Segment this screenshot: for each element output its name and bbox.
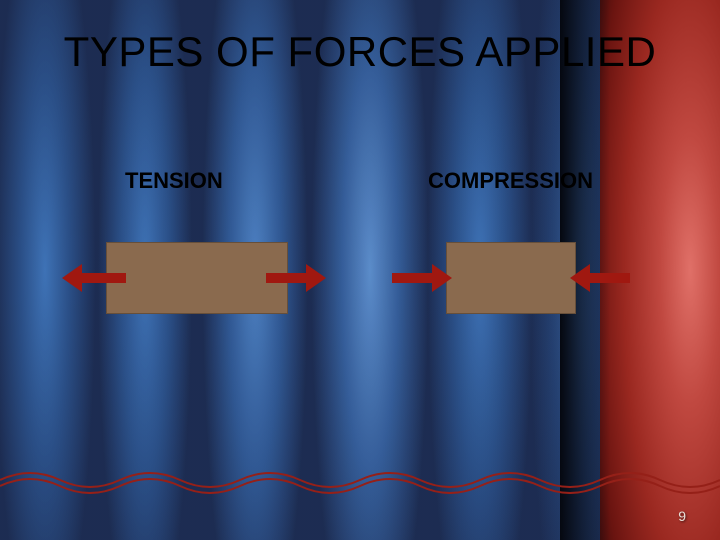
compression-label: COMPRESSION: [428, 168, 593, 194]
slide-title: TYPES OF FORCES APPLIED: [0, 28, 720, 76]
wave-decoration: [0, 466, 720, 494]
tension-label: TENSION: [125, 168, 223, 194]
slide: TYPES OF FORCES APPLIED TENSION COMPRESS…: [0, 0, 720, 540]
tension-arrow-right: [266, 258, 326, 298]
tension-block: [106, 242, 288, 314]
tension-arrow-left: [62, 258, 126, 298]
page-number: 9: [678, 508, 686, 524]
compression-arrow-right: [570, 258, 630, 298]
compression-arrow-left: [392, 258, 452, 298]
compression-block: [446, 242, 576, 314]
